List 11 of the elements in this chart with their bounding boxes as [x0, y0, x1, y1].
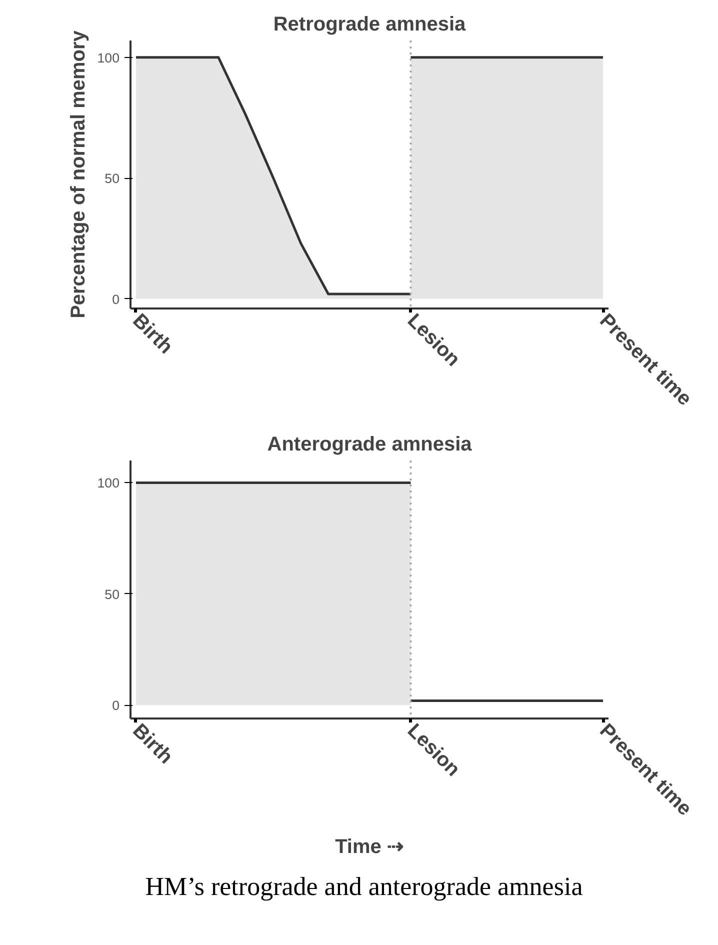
chart-title: Retrograde amnesia — [273, 14, 467, 36]
y-tick-label: 100 — [97, 476, 120, 491]
y-tick-label: 0 — [112, 292, 120, 307]
x-axis-title: Time ⇢ — [335, 836, 404, 858]
y-tick-label: 50 — [104, 171, 120, 186]
y-tick-label: 0 — [112, 698, 120, 714]
chart-title: Anterograde amnesia — [267, 434, 473, 456]
y-tick-label: 50 — [104, 586, 120, 602]
text: HM’s retrograde and anterograde amnesia — [145, 871, 583, 903]
y-axis-title: Percentage of normal memory — [67, 30, 90, 318]
y-tick-label: 100 — [97, 50, 120, 66]
